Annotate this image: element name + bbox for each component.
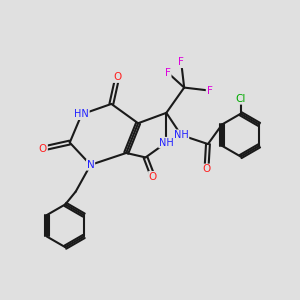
Text: F: F: [178, 57, 184, 67]
Text: F: F: [165, 68, 171, 78]
Text: O: O: [113, 72, 122, 82]
Text: O: O: [202, 164, 211, 174]
Text: NH: NH: [159, 138, 174, 148]
Text: NH: NH: [174, 130, 189, 140]
Text: HN: HN: [74, 109, 89, 119]
Text: O: O: [39, 143, 47, 154]
Text: F: F: [206, 85, 212, 96]
Text: Cl: Cl: [236, 94, 246, 104]
Text: O: O: [149, 172, 157, 182]
Text: N: N: [87, 160, 94, 170]
